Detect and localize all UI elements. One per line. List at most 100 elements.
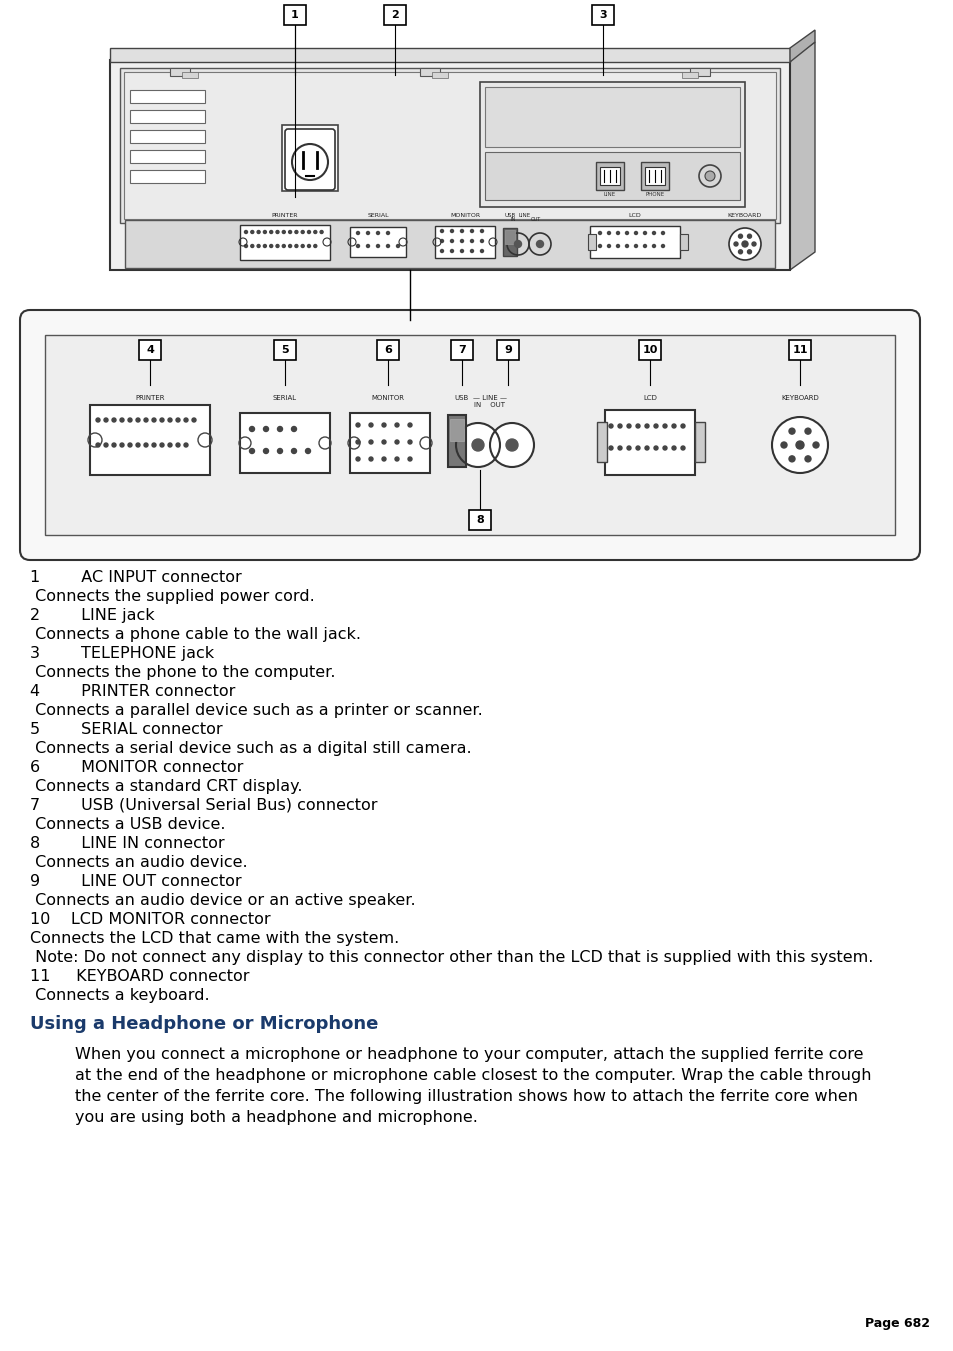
Text: When you connect a microphone or headphone to your computer, attach the supplied: When you connect a microphone or headpho… [75,1047,862,1062]
Circle shape [607,231,610,235]
Bar [788,340,810,359]
Bar [432,72,448,78]
Text: Connects an audio device.: Connects an audio device. [30,855,248,870]
Circle shape [192,417,195,422]
Text: USB: USB [455,394,469,401]
Circle shape [636,424,639,428]
Text: PRINTER: PRINTER [135,394,165,401]
Bar [695,422,704,462]
Circle shape [662,446,666,450]
Circle shape [263,449,268,454]
Bar [639,340,660,359]
Bar [376,340,398,359]
Text: Connects the phone to the computer.: Connects the phone to the computer. [30,665,335,680]
Circle shape [440,230,443,232]
Bar [182,72,198,78]
Text: LINE: LINE [603,192,616,197]
Text: Connects a USB device.: Connects a USB device. [30,817,225,832]
Text: Connects the supplied power cord.: Connects the supplied power cord. [30,589,314,604]
Bar [599,168,619,185]
Circle shape [470,230,473,232]
Circle shape [307,231,310,234]
Circle shape [282,245,285,247]
Circle shape [128,417,132,422]
Text: 6: 6 [384,345,392,355]
Circle shape [747,234,751,238]
Text: 4        PRINTER connector: 4 PRINTER connector [30,684,235,698]
Text: Page 682: Page 682 [864,1317,929,1329]
Circle shape [662,424,666,428]
Circle shape [470,250,473,253]
Circle shape [112,417,116,422]
Bar [497,340,518,359]
Circle shape [369,457,373,461]
Bar [130,109,205,123]
Bar [479,82,744,207]
Bar [130,91,205,103]
Bar [589,226,679,258]
Circle shape [644,446,648,450]
Text: SERIAL: SERIAL [273,394,296,401]
Circle shape [263,427,268,431]
Circle shape [104,417,108,422]
Circle shape [625,245,628,247]
Text: KEYBOARD: KEYBOARD [727,213,761,218]
Circle shape [618,424,621,428]
Circle shape [305,449,310,454]
Bar [640,162,668,190]
Text: 2: 2 [391,9,398,20]
Circle shape [275,245,278,247]
Text: 5        SERIAL connector: 5 SERIAL connector [30,721,222,738]
FancyBboxPatch shape [110,59,789,270]
Circle shape [440,239,443,242]
Text: MONITOR: MONITOR [371,394,404,401]
Bar [435,226,495,258]
Text: 7: 7 [457,345,465,355]
Bar [240,226,330,259]
Circle shape [320,231,323,234]
Circle shape [175,443,180,447]
Circle shape [408,440,412,444]
Circle shape [751,242,755,246]
Text: 3: 3 [598,9,606,20]
Circle shape [250,427,254,431]
Text: — LINE —
IN    OUT: — LINE — IN OUT [473,394,506,408]
Circle shape [244,231,247,234]
Circle shape [175,417,180,422]
Bar [604,409,695,476]
Circle shape [292,449,296,454]
Text: Connects a phone cable to the wall jack.: Connects a phone cable to the wall jack. [30,627,360,642]
Circle shape [450,230,453,232]
Circle shape [788,455,794,462]
Circle shape [96,443,100,447]
Circle shape [804,428,810,434]
Circle shape [772,417,826,471]
Circle shape [160,417,164,422]
Text: LCD: LCD [628,213,640,218]
Bar [451,340,473,359]
Circle shape [607,245,610,247]
Circle shape [804,455,810,462]
Bar [681,72,698,78]
Circle shape [136,443,140,447]
Circle shape [112,443,116,447]
Circle shape [505,439,517,451]
Text: 3        TELEPHONE jack: 3 TELEPHONE jack [30,646,213,661]
Circle shape [644,424,648,428]
Circle shape [460,230,463,232]
Bar [282,126,337,190]
Circle shape [450,239,453,242]
Circle shape [788,428,794,434]
Circle shape [680,446,684,450]
Bar [484,86,740,147]
Circle shape [598,231,601,235]
Bar [350,413,430,473]
Bar [139,340,161,359]
Circle shape [136,417,140,422]
Circle shape [160,443,164,447]
Polygon shape [789,42,814,270]
Circle shape [256,231,260,234]
Circle shape [314,245,316,247]
Circle shape [460,250,463,253]
Bar [110,49,789,62]
